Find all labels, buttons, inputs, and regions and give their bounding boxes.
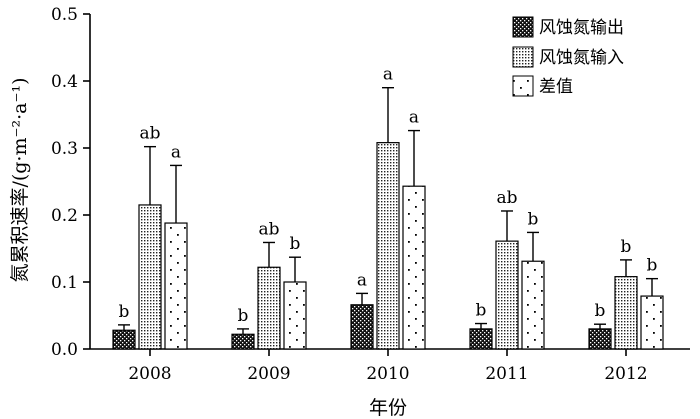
legend-swatch-output: [512, 16, 534, 38]
bar-input: [495, 240, 519, 350]
bar-input: [257, 266, 281, 350]
significance-label: ab: [496, 188, 517, 208]
bar-input: [376, 142, 400, 350]
bar-difference: [283, 281, 307, 350]
significance-label: b: [621, 237, 632, 257]
bar-input: [614, 276, 638, 350]
y-ticks: 0.0 0.1 0.2 0.3 0.4 0.5: [51, 5, 90, 360]
legend-swatch-difference: [512, 75, 534, 97]
significance-label: a: [171, 142, 181, 162]
y-tick-label: 0.3: [51, 139, 78, 159]
significance-label: b: [119, 302, 130, 322]
x-tick-label: 2008: [128, 364, 171, 384]
legend-swatch-input: [512, 46, 534, 68]
bar-output: [231, 333, 255, 350]
significance-label: a: [409, 108, 419, 128]
x-tick-label: 2012: [604, 364, 647, 384]
legend-label: 风蚀氮输出: [539, 18, 624, 38]
bar-difference: [402, 185, 426, 350]
y-tick-label: 0.2: [51, 206, 78, 226]
significance-label: b: [476, 301, 487, 321]
significance-label: a: [357, 270, 367, 290]
bar-difference: [521, 260, 545, 350]
significance-label: b: [290, 234, 301, 254]
bar-difference: [640, 295, 664, 350]
bar-output: [112, 329, 136, 350]
x-tick-label: 2009: [247, 364, 290, 384]
significance-label: b: [238, 306, 249, 326]
significance-label: b: [595, 301, 606, 321]
legend-label: 差值: [539, 77, 573, 97]
bar-input: [138, 204, 162, 350]
y-tick-label: 0.0: [51, 340, 78, 360]
y-tick-label: 0.4: [51, 72, 78, 92]
bar-output: [588, 328, 612, 350]
x-tick-label: 2010: [366, 364, 409, 384]
legend-item: 差值: [512, 75, 573, 97]
bar-output: [469, 328, 493, 350]
legend-item: 风蚀氮输出: [512, 16, 624, 38]
legend: 风蚀氮输出 风蚀氮输入 差值: [512, 16, 624, 97]
significance-label: a: [383, 65, 393, 85]
x-axis-title: 年份: [369, 397, 407, 419]
bar-difference: [164, 222, 188, 350]
significance-label: b: [528, 209, 539, 229]
legend-item: 风蚀氮输入: [512, 46, 624, 68]
significance-label: b: [647, 256, 658, 276]
bars: [112, 86, 664, 350]
bar-output: [350, 304, 374, 350]
y-tick-label: 0.1: [51, 273, 78, 293]
significance-label: ab: [258, 219, 279, 239]
legend-label: 风蚀氮输入: [539, 48, 624, 68]
significance-label: ab: [139, 124, 160, 144]
x-ticks: 2008 2009 2010 2011 2012: [128, 349, 648, 384]
y-axis-title: 氮累积速率/(g·m⁻²·a⁻¹): [9, 77, 31, 282]
x-tick-label: 2011: [485, 364, 528, 384]
y-tick-label: 0.5: [51, 5, 78, 25]
